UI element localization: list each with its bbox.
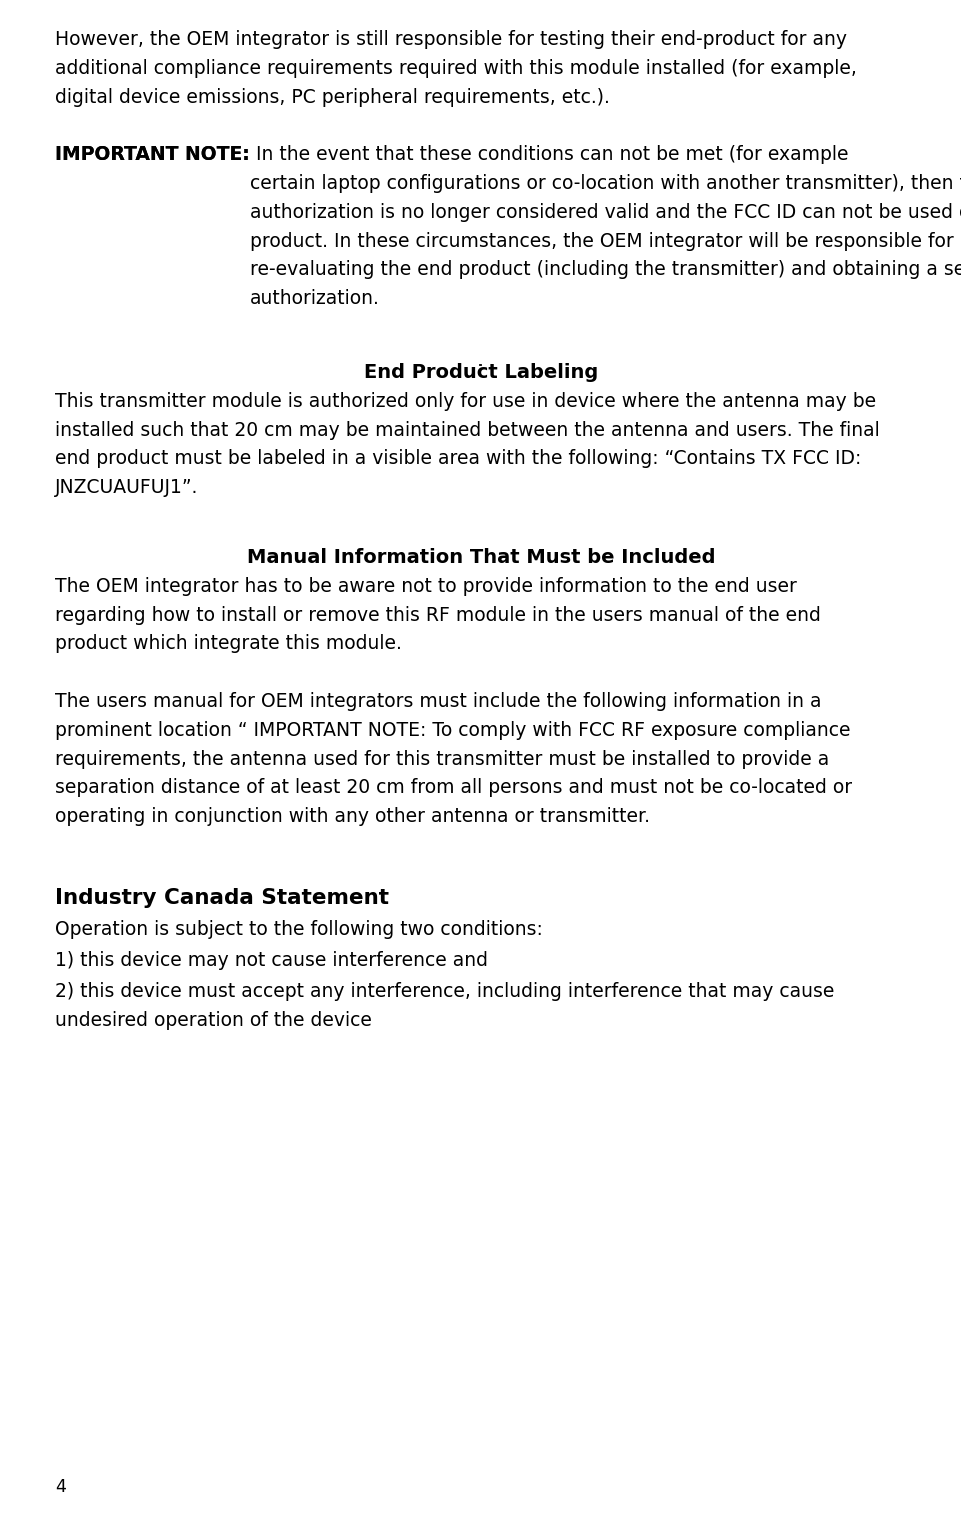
Text: 2) this device must accept any interference, including interference that may cau: 2) this device must accept any interfere… bbox=[55, 981, 833, 1030]
Text: IMPORTANT NOTE:: IMPORTANT NOTE: bbox=[55, 146, 250, 164]
Text: Industry Canada Statement: Industry Canada Statement bbox=[55, 887, 388, 909]
Text: However, the OEM integrator is still responsible for testing their end-product f: However, the OEM integrator is still res… bbox=[55, 30, 856, 106]
Text: 4: 4 bbox=[55, 1478, 65, 1496]
Text: In the event that these conditions can not be met (for example
certain laptop co: In the event that these conditions can n… bbox=[250, 146, 961, 308]
Text: The OEM integrator has to be aware not to provide information to the end user
re: The OEM integrator has to be aware not t… bbox=[55, 576, 820, 654]
Text: End Product Labeling: End Product Labeling bbox=[363, 363, 598, 382]
Text: The users manual for OEM integrators must include the following information in a: The users manual for OEM integrators mus… bbox=[55, 692, 851, 827]
Text: 1) this device may not cause interference and: 1) this device may not cause interferenc… bbox=[55, 951, 487, 971]
Text: Manual Information That Must be Included: Manual Information That Must be Included bbox=[246, 548, 715, 567]
Text: This transmitter module is authorized only for use in device where the antenna m: This transmitter module is authorized on… bbox=[55, 391, 879, 498]
Text: IMPORTANT NOTE:: IMPORTANT NOTE: bbox=[55, 146, 250, 164]
Text: Operation is subject to the following two conditions:: Operation is subject to the following tw… bbox=[55, 921, 542, 939]
